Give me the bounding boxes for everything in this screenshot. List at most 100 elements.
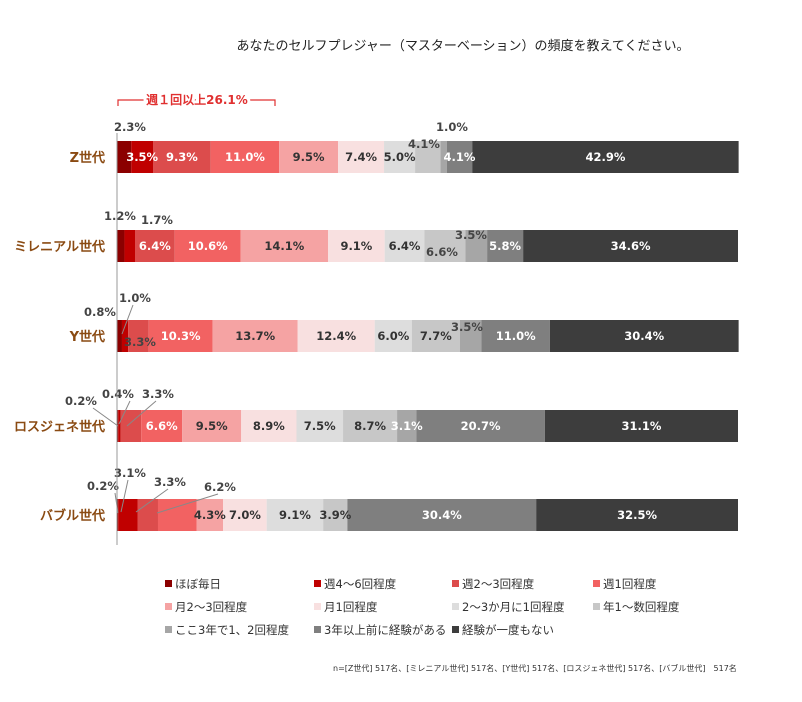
bar-segment [174, 230, 241, 262]
data-label: 3.3% [142, 387, 174, 401]
data-label: 42.9% [585, 150, 625, 164]
leader-line [120, 479, 129, 513]
bar-segment [266, 499, 324, 531]
bar-segment [210, 141, 280, 173]
bar-segment [415, 141, 441, 173]
bar-segment [424, 230, 466, 262]
legend-entry: ここ3年で1、2回程度 [175, 623, 289, 637]
data-label: 9.1% [340, 239, 372, 253]
data-label: 0.2% [87, 479, 119, 493]
bar-segment [384, 141, 416, 173]
bar-segment [117, 141, 132, 173]
bar-segment [148, 320, 213, 352]
data-label: 32.5% [617, 508, 657, 522]
bar-segment [128, 320, 149, 352]
bar-segment [523, 230, 738, 262]
data-label: 1.0% [119, 291, 151, 305]
bar-segment [397, 410, 417, 442]
legend-entry: 年1～数回程度 [603, 600, 680, 614]
data-label: 3.5% [451, 320, 483, 334]
legend-swatch [314, 626, 321, 633]
data-label: 11.0% [225, 150, 265, 164]
bar-segment [481, 320, 550, 352]
data-label: 3.5% [455, 228, 487, 242]
data-label: 10.3% [161, 329, 201, 343]
footnote: n=[Z世代] 517名、[ミレニアル世代] 517名、[Y世代] 517名、[… [333, 663, 737, 673]
data-label: 6.4% [389, 239, 421, 253]
data-label: 7.7% [420, 329, 452, 343]
bar-segment [196, 499, 224, 531]
bar-segment [240, 230, 329, 262]
annotation-label: 週１回以上26.1% [146, 92, 248, 107]
bar-segment [465, 230, 488, 262]
category-label: バブル世代 [40, 508, 105, 524]
bar-segment [135, 230, 175, 262]
leader-line [118, 400, 131, 425]
leader-line [126, 400, 157, 427]
data-label: 7.5% [304, 419, 336, 433]
bar-segment [374, 320, 412, 352]
data-label: 6.2% [204, 480, 236, 494]
legend-swatch [314, 603, 321, 610]
bar-segment [446, 141, 473, 173]
data-label: 13.7% [235, 329, 275, 343]
legend-swatch [314, 580, 321, 587]
legend-entry: 月1回程度 [324, 600, 378, 614]
data-label: 0.8% [84, 305, 116, 319]
data-label: 6.0% [377, 329, 409, 343]
data-label: 2.3% [114, 120, 146, 134]
data-label: 3.5% [126, 150, 158, 164]
bar-segment [223, 499, 267, 531]
bar-segment [279, 141, 339, 173]
legend-entry: 経験が一度もない [462, 623, 554, 637]
legend-entry: 週4～6回程度 [324, 577, 397, 591]
legend-entry: 週2～3回程度 [462, 577, 535, 591]
bar-segment [141, 410, 183, 442]
bar-segment [416, 410, 545, 442]
data-label: 10.6% [188, 239, 228, 253]
legend-entry: ほぼ毎日 [175, 577, 221, 591]
data-label: 6.6% [146, 419, 178, 433]
data-label: 4.1% [408, 137, 440, 151]
data-label: 3.1% [114, 466, 146, 480]
annotation-bracket [117, 99, 276, 106]
data-label: 3.3% [154, 475, 186, 489]
bar-segment [347, 499, 537, 531]
bar-segment [117, 499, 119, 531]
data-label: 8.7% [354, 419, 386, 433]
data-label: 7.4% [345, 150, 377, 164]
leader-line [156, 493, 219, 514]
bar-segment [153, 141, 211, 173]
chart-title: あなたのセルフプレジャー（マスターベーション）の頻度を教えてください。 [236, 38, 689, 54]
data-label: 3.9% [319, 508, 351, 522]
bar-segment [117, 230, 125, 262]
data-label: 20.7% [461, 419, 501, 433]
data-label: 4.3% [194, 508, 226, 522]
legend-swatch [452, 580, 459, 587]
legend-swatch [452, 626, 459, 633]
bar-segment [440, 141, 447, 173]
bar-segment [343, 410, 398, 442]
data-label: 3.1% [391, 419, 423, 433]
data-label: 6.4% [139, 239, 171, 253]
data-label: 1.2% [104, 209, 136, 223]
bar-segment [384, 230, 425, 262]
bar-segment [121, 320, 129, 352]
category-label: Y世代 [69, 329, 105, 345]
category-label: ロスジェネ世代 [14, 419, 105, 435]
bar-segment [212, 320, 298, 352]
bar-segment [472, 141, 739, 173]
bar-segment [182, 410, 242, 442]
data-label: 3.3% [124, 335, 156, 349]
category-label: Z世代 [70, 150, 105, 166]
data-label: 30.4% [422, 508, 462, 522]
data-label: 11.0% [496, 329, 536, 343]
legend-entry: 週1回程度 [603, 577, 657, 591]
legend-entry: 月2～3回程度 [175, 600, 248, 614]
legend-entry: 2～3か月に1回程度 [462, 600, 565, 614]
bar-segment [131, 141, 154, 173]
legend-entry: 3年以上前に経験がある [324, 623, 446, 637]
data-label: 6.6% [426, 245, 458, 259]
